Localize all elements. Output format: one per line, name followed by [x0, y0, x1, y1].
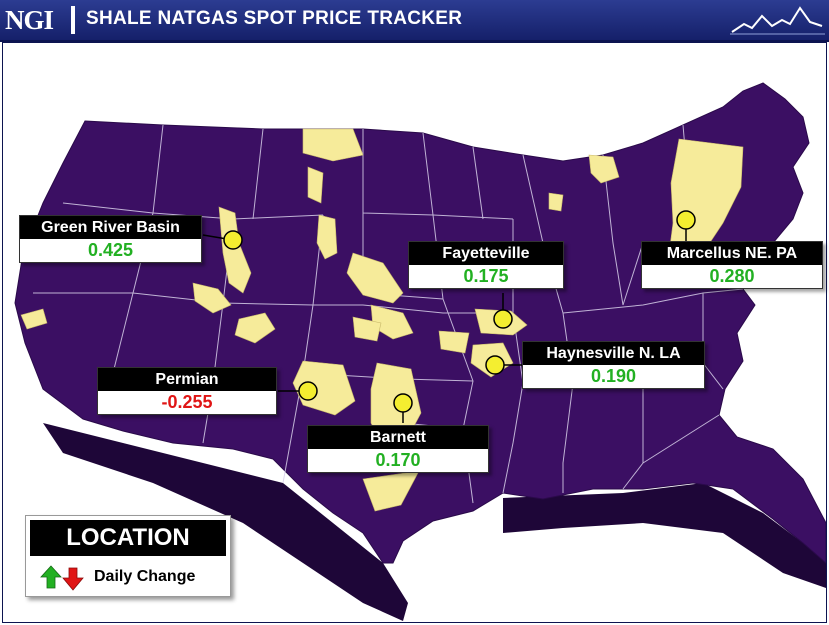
price-change: 0.170: [308, 449, 488, 472]
map-extrusion: [43, 423, 408, 621]
location-name: Fayetteville: [409, 242, 563, 265]
price-sparkline-icon: [730, 6, 825, 35]
legend-label: Daily Change: [94, 568, 196, 585]
shale-sj: [352, 316, 382, 342]
legend: LOCATION Daily Change: [25, 515, 231, 597]
green-up-arrow-icon: [40, 565, 62, 589]
price-change: 0.280: [642, 265, 822, 288]
map-panel: Green River Basin 0.425 Fayetteville 0.1…: [2, 42, 827, 623]
callout-fayetteville[interactable]: Fayetteville 0.175: [408, 241, 564, 289]
marker-fayetteville: [493, 309, 513, 329]
shale-eagle-ford: [362, 470, 420, 512]
location-name: Permian: [98, 368, 276, 391]
location-name: Green River Basin: [20, 216, 201, 239]
marker-marcellus: [676, 210, 696, 230]
header-bar: NGI SHALE NATGAS SPOT PRICE TRACKER: [0, 0, 829, 42]
marker-barnett: [393, 393, 413, 413]
shale-michigan: [588, 154, 620, 184]
shale-nd-small: [307, 166, 324, 204]
shale-bakken: [302, 128, 364, 162]
legend-title: LOCATION: [30, 520, 226, 556]
daily-change-arrows: [40, 565, 84, 591]
location-name: Barnett: [308, 426, 488, 449]
location-name: Haynesville N. LA: [523, 342, 704, 365]
marker-haynesville: [485, 355, 505, 375]
callout-barnett[interactable]: Barnett 0.170: [307, 425, 489, 473]
logo-divider: [71, 6, 75, 34]
price-change: 0.190: [523, 365, 704, 388]
ngi-logo: NGI: [5, 5, 54, 35]
page-title: SHALE NATGAS SPOT PRICE TRACKER: [86, 8, 463, 29]
shale-powder: [346, 252, 404, 304]
shale-wy-east: [316, 214, 338, 260]
shale-piceance: [234, 312, 276, 344]
price-change: 0.175: [409, 265, 563, 288]
callout-permian[interactable]: Permian -0.255: [97, 367, 277, 415]
shale-green-river: [218, 206, 252, 294]
price-change: -0.255: [98, 391, 276, 414]
us-map: [14, 82, 826, 621]
red-down-arrow-icon: [62, 567, 84, 591]
marker-permian: [298, 381, 318, 401]
shale-ca: [20, 308, 48, 330]
callout-green-river-basin[interactable]: Green River Basin 0.425: [19, 215, 202, 263]
shale-permian: [292, 360, 356, 416]
shale-anadarko: [438, 330, 470, 354]
price-change: 0.425: [20, 239, 201, 262]
shale-uinta: [192, 282, 232, 314]
callout-haynesville-n-la[interactable]: Haynesville N. LA 0.190: [522, 341, 705, 389]
shale-antrim-west: [548, 192, 564, 212]
location-name: Marcellus NE. PA: [642, 242, 822, 265]
callout-marcellus-ne-pa[interactable]: Marcellus NE. PA 0.280: [641, 241, 823, 289]
location-markers: [202, 210, 696, 423]
gulf-extrusion: [503, 483, 826, 588]
marker-green-river: [223, 230, 243, 250]
